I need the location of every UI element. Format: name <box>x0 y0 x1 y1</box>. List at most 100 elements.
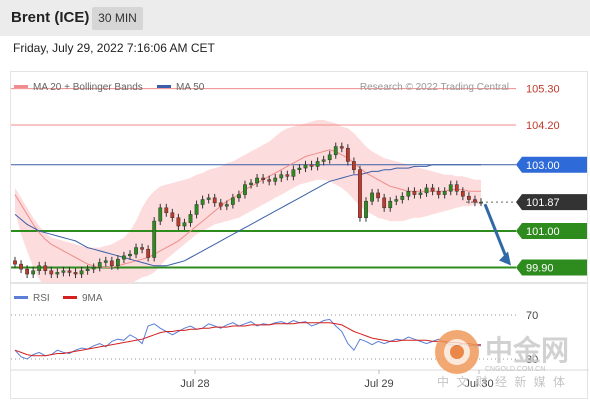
candle-body <box>364 200 368 218</box>
candle-body <box>327 154 332 161</box>
candle-body <box>291 169 296 177</box>
candle-body <box>164 207 169 214</box>
candle-body <box>19 263 23 270</box>
candle-body <box>122 255 126 260</box>
ma20-legend-swatch <box>14 85 28 88</box>
candle-body <box>224 204 229 207</box>
candle-body <box>13 260 17 265</box>
candle-body <box>285 174 290 177</box>
rsi-chart: RSI 9MA 70 30 Jul 28 Jul 29 Jul 30 中金网 CNGO… <box>11 293 589 390</box>
candle-body <box>249 182 253 185</box>
level-label-pivot: 103.00 <box>526 160 560 172</box>
forecast-arrow-head <box>499 251 511 266</box>
candle-body <box>261 177 266 180</box>
candle-body <box>376 192 381 199</box>
candle-body <box>442 191 447 195</box>
candle-body <box>103 260 108 263</box>
candle-body <box>200 199 205 205</box>
price-chart: 105.30 104.20 103.00 101.87 101.00 99.90 MA 2… <box>11 82 587 284</box>
candle-body <box>267 179 272 182</box>
level-tag-last-price <box>516 194 587 211</box>
watermark: 中金网 CNGOLD.COM.CN 中 文 财 经 新 媒 体 <box>435 330 569 389</box>
watermark-tagline: 中 文 财 经 新 媒 体 <box>437 374 567 389</box>
x-tick-label: Jul 28 <box>180 378 209 390</box>
candle-body <box>49 270 54 275</box>
candle-body <box>430 187 435 192</box>
forecast-arrow <box>483 203 509 260</box>
candle-body <box>321 159 326 162</box>
ma20-line <box>14 149 481 268</box>
candle-body <box>158 207 163 222</box>
candle-body <box>182 222 187 227</box>
candle-body <box>309 164 314 167</box>
timeframe-button[interactable]: 30 MIN <box>92 7 143 30</box>
candle-body <box>388 200 393 209</box>
ma50-legend-swatch <box>157 85 171 88</box>
candle-body <box>460 191 465 197</box>
candle-body <box>255 177 259 184</box>
rsi-ma-legend-swatch <box>63 296 77 299</box>
candle-body <box>128 253 132 257</box>
candle-body <box>345 147 350 162</box>
candle-body <box>454 184 459 192</box>
candle-body <box>55 272 60 275</box>
candle-body <box>61 270 66 273</box>
ma50-legend-label: MA 50 <box>176 82 205 93</box>
watermark-brand: 中金网 <box>485 334 569 366</box>
candle-body <box>382 197 387 209</box>
rsi-legend-label: RSI <box>33 293 50 304</box>
watermark-url: CNGOLD.COM.CN <box>485 366 545 373</box>
candle-body <box>188 214 193 223</box>
candle-body <box>424 187 429 194</box>
candle-body <box>73 272 78 275</box>
candle-body <box>237 194 241 199</box>
candle-body <box>194 204 199 215</box>
level-label-support-1: 101.00 <box>526 226 560 238</box>
candle-body <box>243 184 247 195</box>
level-label-resistance-2: 105.30 <box>526 84 560 96</box>
rsi-series-9MA <box>14 322 481 357</box>
candle-body <box>25 268 29 275</box>
symbol-title: Brent (ICE) <box>11 9 90 26</box>
ma50-line <box>14 164 481 267</box>
rsi-level-label: 30 <box>526 354 538 366</box>
level-tag-support-1 <box>516 223 587 239</box>
candle-body <box>91 267 96 270</box>
candle-body <box>406 191 411 197</box>
candle-body <box>230 197 235 205</box>
candle-body <box>79 270 84 275</box>
candle-body <box>273 177 278 182</box>
candle-body <box>115 258 120 267</box>
rsi-level-label: 70 <box>526 310 538 322</box>
level-label-resistance-1: 104.20 <box>526 120 560 132</box>
rsi-legend-swatch <box>14 296 28 299</box>
candle-body <box>339 146 344 149</box>
candle-body <box>394 199 399 202</box>
level-label-support-2: 99.90 <box>526 262 554 274</box>
level-tag-pivot <box>516 156 587 173</box>
candle-body <box>67 270 72 273</box>
candle-body <box>358 169 362 218</box>
candle-body <box>333 146 338 156</box>
bollinger-band <box>15 120 481 284</box>
header-bar: Brent (ICE) 30 MIN <box>0 0 590 36</box>
candle-body <box>152 220 157 258</box>
candle-body <box>218 202 223 207</box>
candle-body <box>370 192 374 202</box>
candle-body <box>43 265 48 271</box>
candle-body <box>303 164 308 169</box>
rsi-ma-legend-label: 9MA <box>82 293 103 304</box>
rsi-series-RSI <box>14 318 481 360</box>
timestamp: Friday, July 29, 2022 7:16:06 AM CET <box>13 41 215 55</box>
candle-body <box>170 212 175 218</box>
x-tick-label: Jul 29 <box>364 378 393 390</box>
ma20-legend-label: MA 20 + Bollinger Bands <box>33 82 143 93</box>
credit-text: Research © 2022 Trading Central <box>360 82 509 93</box>
candle-body <box>31 270 36 275</box>
level-tag-support-2 <box>516 259 587 276</box>
candle-body <box>479 201 483 204</box>
x-tick-label: Jul 30 <box>464 378 493 390</box>
candle-body <box>97 262 102 268</box>
rsi-panel: RSI 9MA 70 30 Jul 28 Jul 29 Jul 30 中金网 CNGO… <box>10 283 589 399</box>
candle-body <box>212 197 217 204</box>
